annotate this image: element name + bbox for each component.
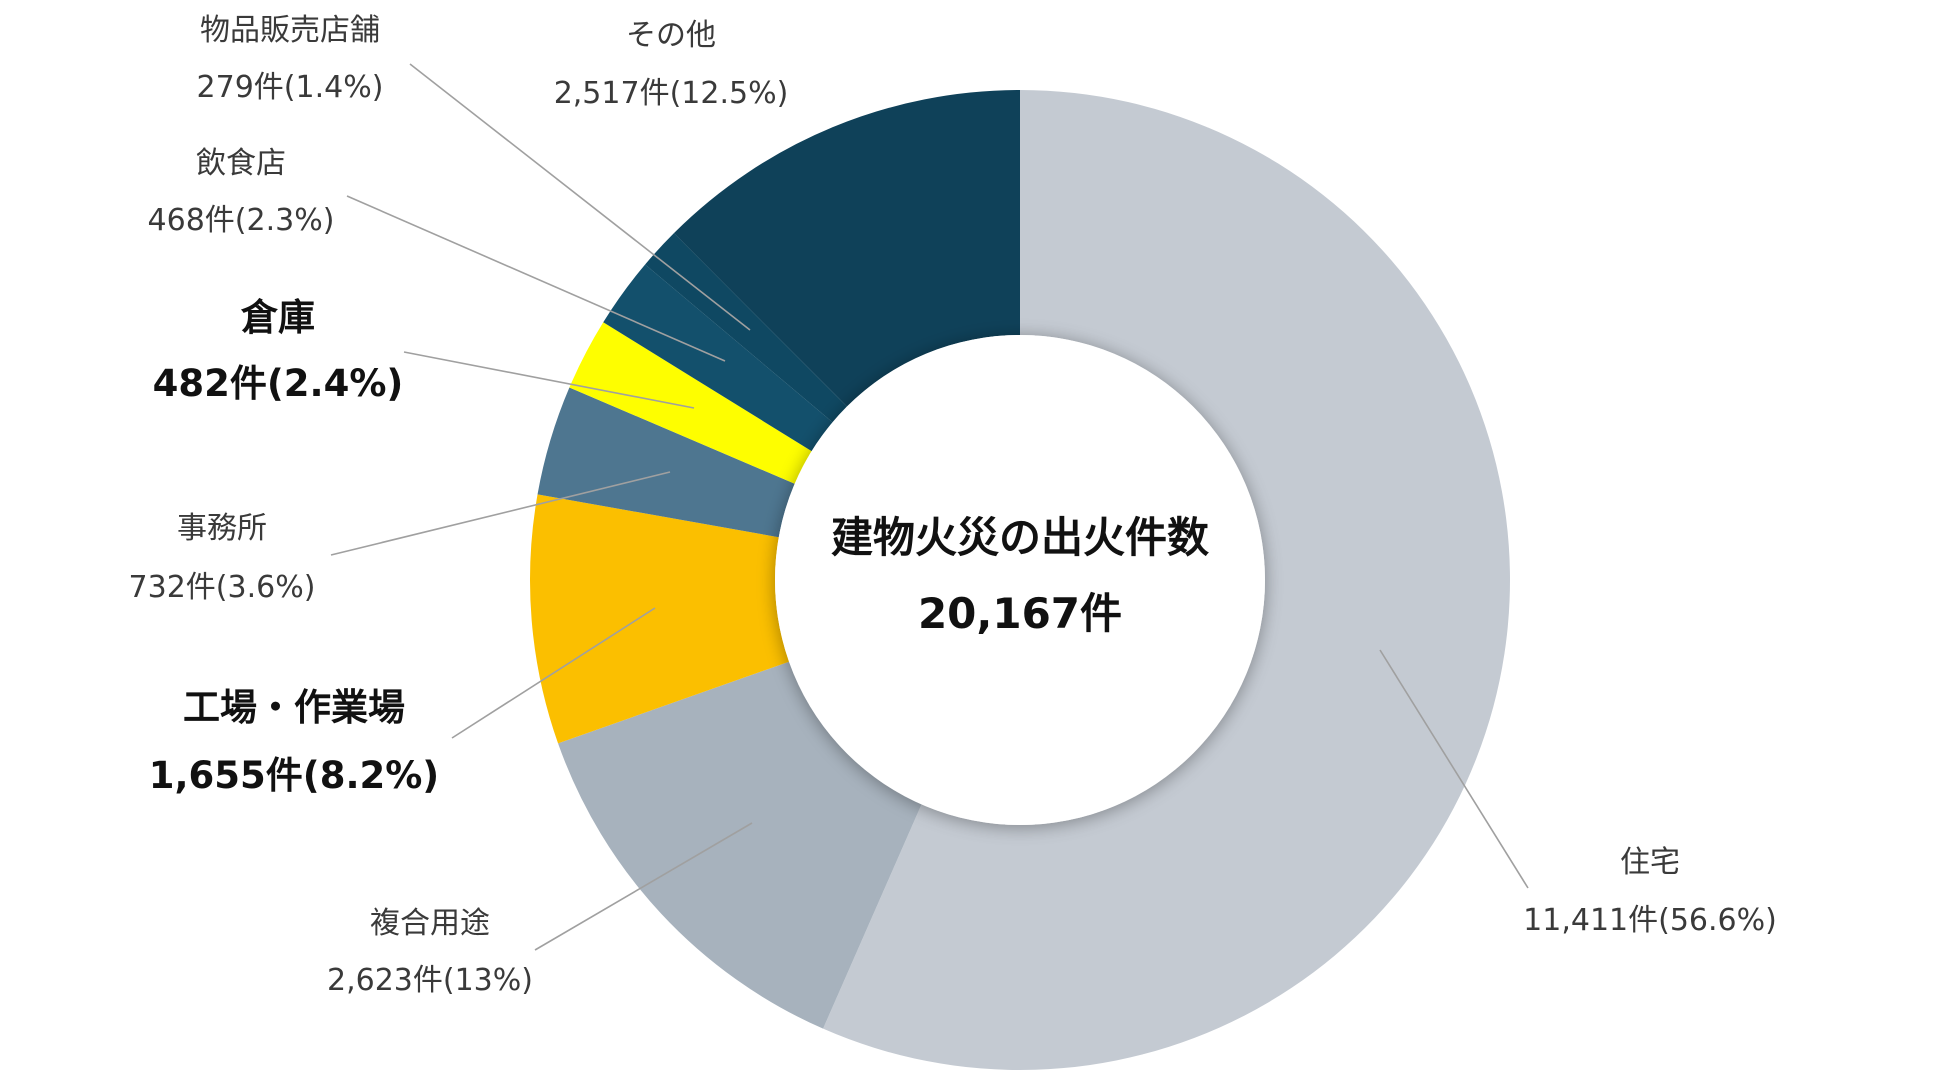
leader-line bbox=[403, 351, 695, 409]
slice-label-value: 482件(2.4%) bbox=[153, 362, 404, 405]
leader-line bbox=[346, 195, 726, 362]
slice-8 bbox=[673, 90, 1020, 407]
slice-label-value: 1,655件(8.2%) bbox=[149, 754, 439, 797]
slice-3 bbox=[529, 494, 790, 744]
leader-line bbox=[451, 607, 656, 739]
slice-5 bbox=[569, 322, 812, 484]
slice-label-name: 物品販売店舗 bbox=[200, 13, 380, 48]
leader-line bbox=[409, 63, 751, 331]
slices-layer bbox=[529, 90, 1510, 1070]
center-title: 建物火災の出火件数 bbox=[831, 513, 1209, 562]
slice-label-value: 468件(2.3%) bbox=[148, 203, 335, 238]
slice-label-name: その他 bbox=[626, 18, 716, 53]
slice-label-value: 2,517件(12.5%) bbox=[554, 76, 789, 111]
slice-label-value: 732件(3.6%) bbox=[129, 570, 316, 605]
slice-label-name: 複合用途 bbox=[370, 906, 490, 941]
slice-label-value: 11,411件(56.6%) bbox=[1523, 903, 1777, 938]
leader-line bbox=[1379, 649, 1529, 889]
slice-label-name: 事務所 bbox=[177, 511, 267, 546]
slice-label-value: 279件(1.4%) bbox=[197, 70, 384, 105]
slice-label-value: 2,623件(13%) bbox=[327, 963, 533, 998]
slice-label-name: 倉庫 bbox=[240, 296, 315, 339]
donut-hole bbox=[775, 335, 1265, 825]
leader-lines bbox=[330, 63, 1529, 951]
slice-labels: 住宅 11,411件(56.6%) 複合用途 2,623件(13%) 工場・作業場 1,6… bbox=[129, 13, 1777, 998]
slice-2 bbox=[558, 661, 922, 1029]
slice-label-name: 飲食店 bbox=[196, 146, 286, 181]
slice-label-name: 住宅 bbox=[1620, 845, 1680, 880]
slice-4 bbox=[537, 387, 795, 538]
center-total: 20,167件 bbox=[918, 589, 1122, 638]
leader-line bbox=[330, 471, 671, 556]
slice-label-name: 工場・作業場 bbox=[183, 686, 405, 729]
slice-1 bbox=[823, 90, 1510, 1070]
leader-line bbox=[534, 822, 753, 951]
